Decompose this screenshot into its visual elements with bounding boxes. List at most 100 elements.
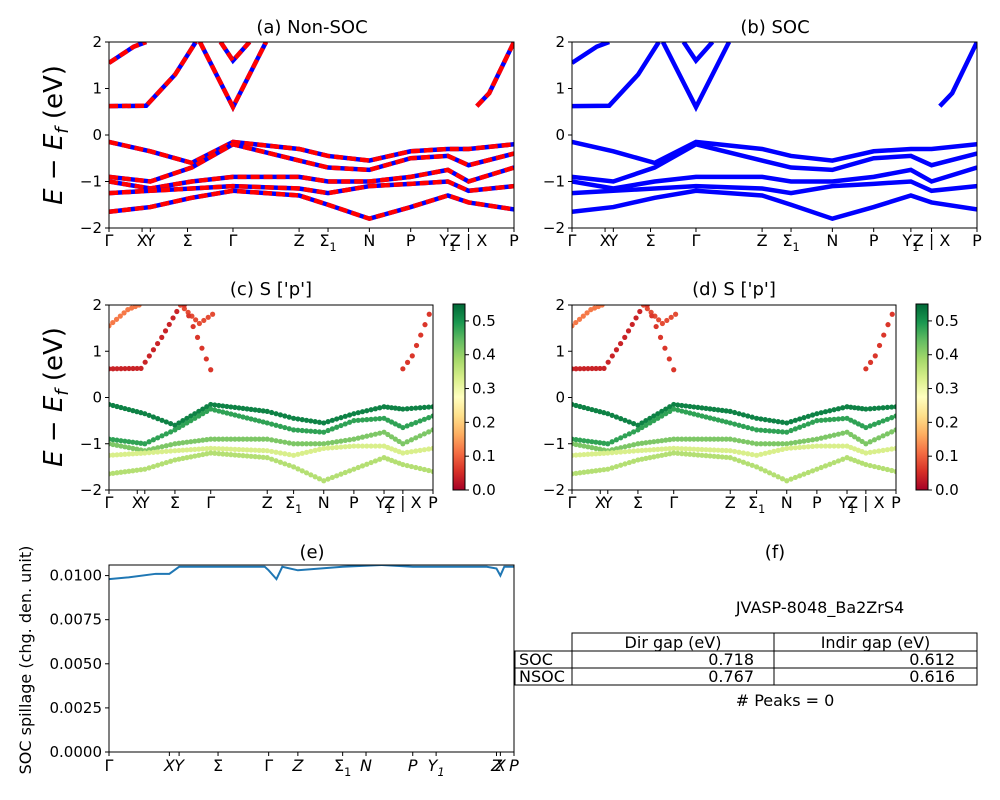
projected-band-point bbox=[421, 416, 427, 422]
projected-band-point bbox=[655, 453, 661, 459]
projected-band-point bbox=[193, 317, 199, 323]
projected-band-point bbox=[220, 403, 226, 409]
projected-band-point bbox=[166, 321, 172, 328]
projected-band-point bbox=[589, 468, 595, 474]
projected-band-point bbox=[130, 451, 136, 457]
panel-b-ytick-label: −2 bbox=[543, 219, 565, 237]
projected-band-point bbox=[286, 414, 292, 420]
projected-band-point bbox=[889, 446, 895, 452]
projected-band-point bbox=[172, 457, 178, 463]
projected-band-point bbox=[880, 418, 886, 424]
projected-band-point bbox=[673, 311, 679, 317]
projected-band-point bbox=[359, 417, 366, 423]
projected-band-point bbox=[150, 347, 157, 353]
panel-c-ytick-label: −1 bbox=[80, 435, 102, 453]
projected-band-point bbox=[589, 439, 595, 445]
projected-band-point bbox=[749, 414, 755, 420]
projected-band-point bbox=[392, 405, 398, 411]
projected-band-point bbox=[643, 418, 649, 424]
projected-band-point bbox=[762, 450, 768, 456]
projected-band-point bbox=[683, 409, 689, 415]
projected-band-point bbox=[599, 305, 605, 308]
projected-band-point bbox=[216, 446, 222, 452]
projected-band-point bbox=[368, 432, 374, 438]
projected-band-point bbox=[286, 451, 292, 458]
projected-band-point bbox=[745, 439, 751, 445]
projected-band-point bbox=[168, 458, 174, 464]
projected-band-point bbox=[422, 322, 428, 328]
projected-band-point bbox=[204, 446, 210, 452]
projected-band-point bbox=[130, 408, 136, 414]
panel-a-ytick-label: −2 bbox=[80, 219, 102, 237]
projected-band-point bbox=[581, 443, 587, 449]
projected-band-point bbox=[822, 409, 829, 415]
projected-band-point bbox=[699, 405, 705, 411]
projected-band-point bbox=[264, 436, 270, 442]
projected-band-point bbox=[417, 465, 423, 472]
panel-b-xtick-label: P bbox=[972, 231, 982, 250]
projected-band-point bbox=[359, 434, 366, 440]
title-d: (d) S ['p'] bbox=[692, 279, 776, 300]
projected-band-point bbox=[136, 305, 142, 308]
projected-band-point bbox=[577, 366, 583, 372]
projected-band-point bbox=[573, 402, 579, 409]
projected-band-point bbox=[252, 407, 258, 413]
panel-b-plot-area bbox=[572, 42, 977, 222]
projected-band-point bbox=[172, 427, 178, 433]
projected-band-point bbox=[359, 443, 366, 449]
projected-band-point bbox=[711, 416, 717, 422]
panel-a-xtick-label: X bbox=[137, 231, 148, 250]
projected-band-point bbox=[126, 451, 132, 457]
projected-band-point bbox=[893, 404, 896, 410]
panel-b-xtick-label: Z bbox=[757, 231, 768, 250]
panel-d-ytick-label: −2 bbox=[543, 481, 565, 499]
projected-band-point bbox=[831, 443, 837, 449]
projected-band-point bbox=[618, 462, 624, 468]
projected-band-point bbox=[651, 447, 657, 453]
projected-band-point bbox=[163, 448, 169, 454]
projected-band-point bbox=[240, 436, 246, 442]
projected-band-point bbox=[655, 446, 661, 453]
projected-band-point bbox=[146, 450, 152, 456]
projected-band-point bbox=[264, 408, 270, 414]
projected-band-point bbox=[110, 319, 116, 326]
projected-band-point bbox=[675, 445, 681, 452]
projected-band-point bbox=[863, 450, 869, 456]
projected-band-point bbox=[377, 405, 383, 411]
projected-band-point bbox=[573, 437, 579, 443]
projected-band-point bbox=[196, 452, 202, 458]
projected-band-point bbox=[818, 443, 824, 449]
panel-c-xtick-label: X bbox=[132, 493, 143, 512]
projected-band-point bbox=[220, 436, 226, 442]
panel-c-ytick-label: 0 bbox=[92, 389, 102, 407]
projected-band-point bbox=[871, 405, 878, 412]
projected-band-point bbox=[762, 468, 768, 474]
projected-band-point bbox=[134, 467, 140, 473]
projected-band-point bbox=[736, 449, 742, 455]
projected-band-point bbox=[840, 443, 846, 449]
nonsoc-band-line bbox=[109, 42, 198, 109]
projected-band-point bbox=[184, 455, 190, 461]
projected-band-point bbox=[766, 449, 773, 455]
projected-band-point bbox=[138, 467, 144, 473]
projected-band-point bbox=[771, 472, 777, 478]
projected-band-point bbox=[863, 406, 869, 412]
projected-band-point bbox=[585, 365, 591, 372]
projected-band-point bbox=[338, 444, 344, 450]
projected-band-point bbox=[827, 433, 833, 439]
projected-band-point bbox=[863, 461, 869, 468]
panel-d-xtick-label: P bbox=[812, 493, 822, 512]
nonsoc-band-line-dashed bbox=[218, 42, 252, 65]
projected-band-point bbox=[809, 437, 816, 443]
projected-band-point bbox=[695, 412, 701, 418]
projected-band-point bbox=[679, 402, 685, 409]
projected-band-point bbox=[201, 317, 207, 324]
projected-band-point bbox=[775, 428, 781, 435]
projected-band-point bbox=[325, 440, 331, 446]
projected-band-point bbox=[224, 446, 230, 452]
projected-band-point bbox=[851, 405, 858, 411]
gap-table-header: Indir gap (eV) bbox=[821, 633, 931, 652]
projected-band-point bbox=[740, 450, 747, 456]
projected-band-point bbox=[421, 431, 427, 437]
